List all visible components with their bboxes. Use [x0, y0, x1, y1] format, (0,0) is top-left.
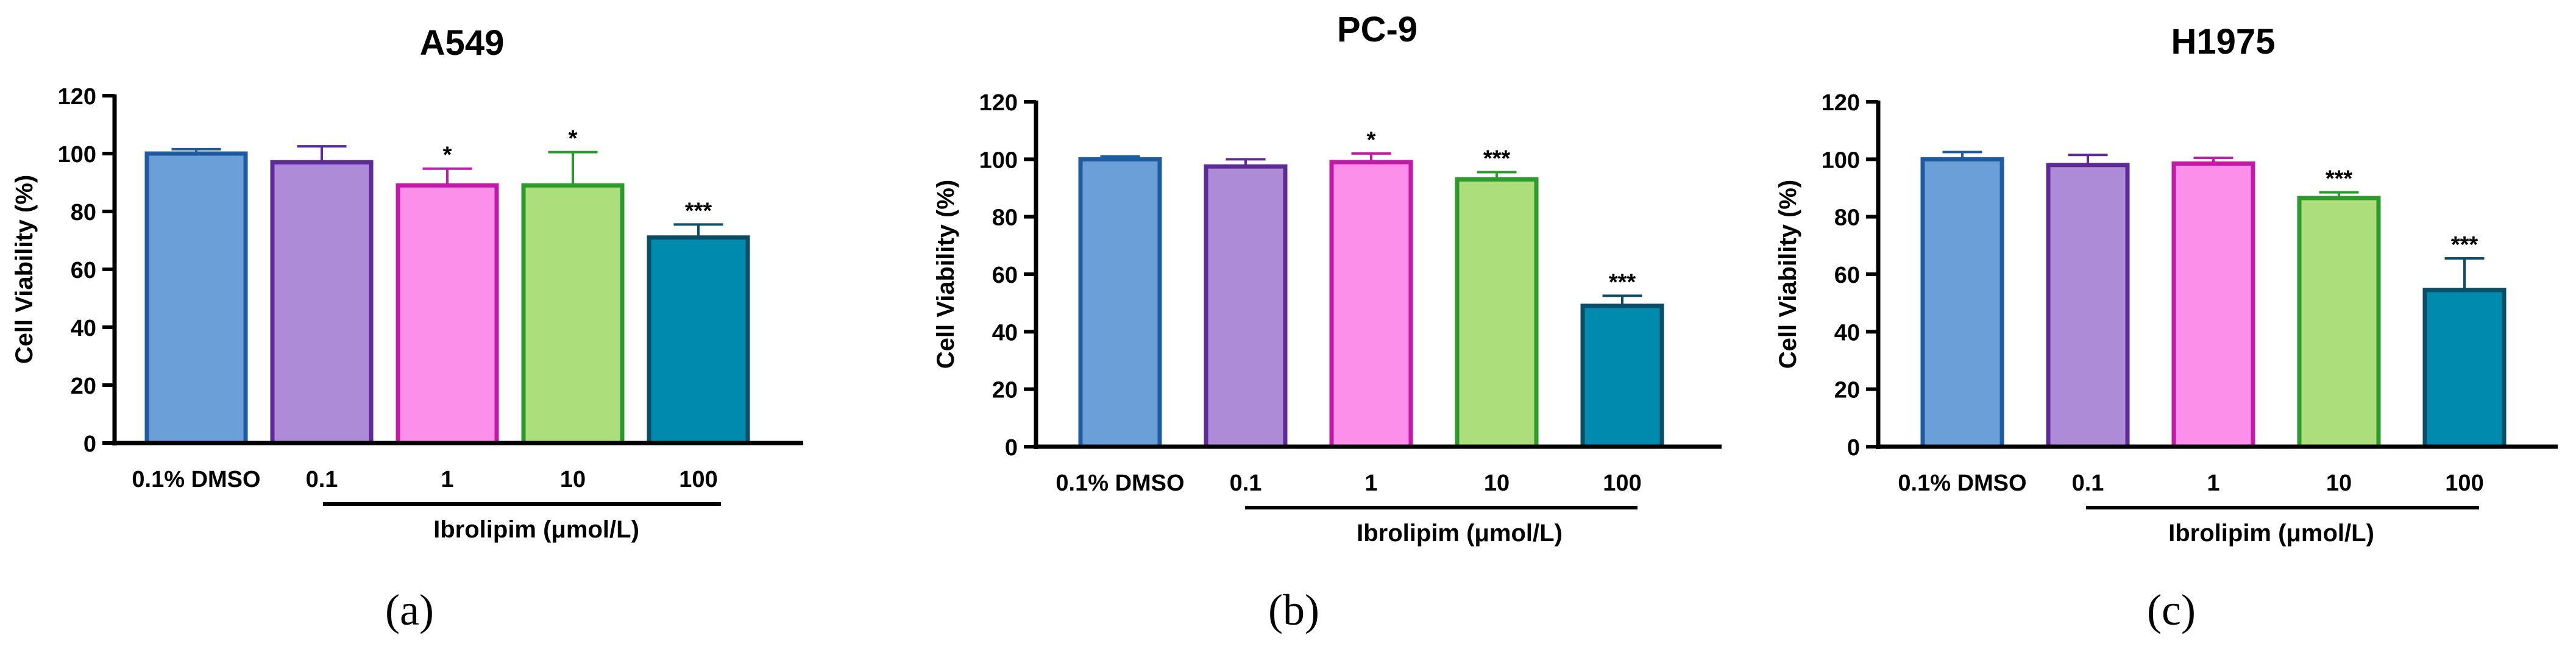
x-tick-label: 1 — [2207, 470, 2219, 496]
x-tick-label: 100 — [2445, 470, 2483, 496]
bar — [1078, 157, 1162, 449]
significance-mark: *** — [685, 198, 712, 224]
bar — [396, 183, 499, 445]
bar — [2171, 161, 2255, 449]
y-tick-label: 20 — [992, 378, 1018, 403]
x-tick-label: 1 — [441, 467, 453, 492]
y-tick-label: 60 — [992, 263, 1018, 288]
bar — [2046, 163, 2130, 449]
bar — [1204, 164, 1288, 449]
y-tick-label: 80 — [992, 205, 1018, 231]
bar — [1455, 177, 1539, 449]
y-tick-label: 100 — [979, 147, 1018, 173]
chart-title: H1975 — [2171, 22, 2276, 62]
bar — [1329, 160, 1413, 449]
y-tick-label: 120 — [1822, 90, 1860, 116]
bar — [144, 151, 248, 445]
chart-title: PC-9 — [1337, 10, 1418, 49]
x-tick-label: 100 — [679, 467, 717, 492]
y-axis-label: Cell Viability (%) — [932, 180, 959, 369]
bar — [2297, 196, 2381, 449]
bar — [1580, 303, 1664, 449]
x-tick-label: 0.1 — [306, 467, 338, 492]
y-tick-label: 20 — [71, 374, 96, 399]
significance-mark: * — [1367, 127, 1376, 153]
bar — [647, 235, 750, 445]
chart-panel-2: PC-9 0 20 40 60 80 100 120 Cell Viability (%) 0.1… — [932, 10, 1722, 634]
significance-mark: * — [443, 143, 452, 168]
y-tick-label: 60 — [1834, 263, 1860, 288]
x-tick-label: 10 — [2326, 470, 2352, 496]
significance-mark: *** — [1483, 146, 1511, 172]
x-tick-label: 0.1% DMSO — [1056, 470, 1184, 496]
chart-panel-1: A549 0 20 40 60 80 100 120 Cell Viability (%) 0.1… — [11, 23, 803, 634]
y-tick-label: 80 — [71, 200, 96, 225]
chart-panel-3: H1975 0 20 40 60 80 100 120 Cell Viability (%) 0.… — [1775, 22, 2558, 634]
y-axis-label: Cell Viability (%) — [11, 175, 38, 364]
x-tick-label: 1 — [1364, 470, 1377, 496]
bar — [1920, 157, 2004, 449]
y-tick-label: 0 — [1847, 435, 1860, 461]
x-tick-label: 0.1% DMSO — [132, 467, 260, 492]
y-tick-label: 0 — [83, 431, 96, 457]
significance-mark: * — [569, 126, 578, 152]
significance-mark: *** — [2451, 232, 2478, 258]
panel-label: (a) — [385, 586, 434, 634]
y-tick-label: 20 — [1834, 378, 1860, 403]
x-tick-label: 100 — [1603, 470, 1641, 496]
y-tick-label: 40 — [992, 320, 1018, 346]
y-tick-label: 0 — [1005, 435, 1018, 461]
y-tick-label: 40 — [1834, 320, 1860, 346]
x-tick-label: 0.1% DMSO — [1898, 470, 2026, 496]
panel-label: (c) — [2147, 586, 2196, 634]
x-tick-label: 10 — [560, 467, 586, 492]
significance-mark: *** — [2326, 166, 2353, 192]
y-tick-label: 60 — [71, 258, 96, 283]
bar — [2422, 288, 2507, 449]
y-axis-label: Cell Viability (%) — [1775, 180, 1801, 369]
y-tick-label: 120 — [58, 84, 96, 110]
x-axis-label: Ibrolipim (μmol/L) — [2168, 520, 2374, 547]
x-tick-label: 10 — [1484, 470, 1510, 496]
y-tick-label: 40 — [71, 316, 96, 341]
y-tick-label: 100 — [1822, 147, 1860, 173]
x-tick-label: 0.1 — [2072, 470, 2104, 496]
chart-title: A549 — [420, 23, 505, 63]
bar — [270, 160, 374, 445]
x-axis-label: Ibrolipim (μmol/L) — [433, 516, 639, 543]
y-tick-label: 100 — [58, 142, 96, 168]
panel-label: (b) — [1268, 586, 1319, 634]
x-tick-label: 0.1 — [1230, 470, 1262, 496]
y-tick-label: 120 — [979, 90, 1018, 116]
x-axis-label: Ibrolipim (μmol/L) — [1357, 520, 1563, 547]
bar — [521, 183, 625, 445]
significance-mark: *** — [1609, 269, 1636, 295]
y-tick-label: 80 — [1834, 205, 1860, 231]
